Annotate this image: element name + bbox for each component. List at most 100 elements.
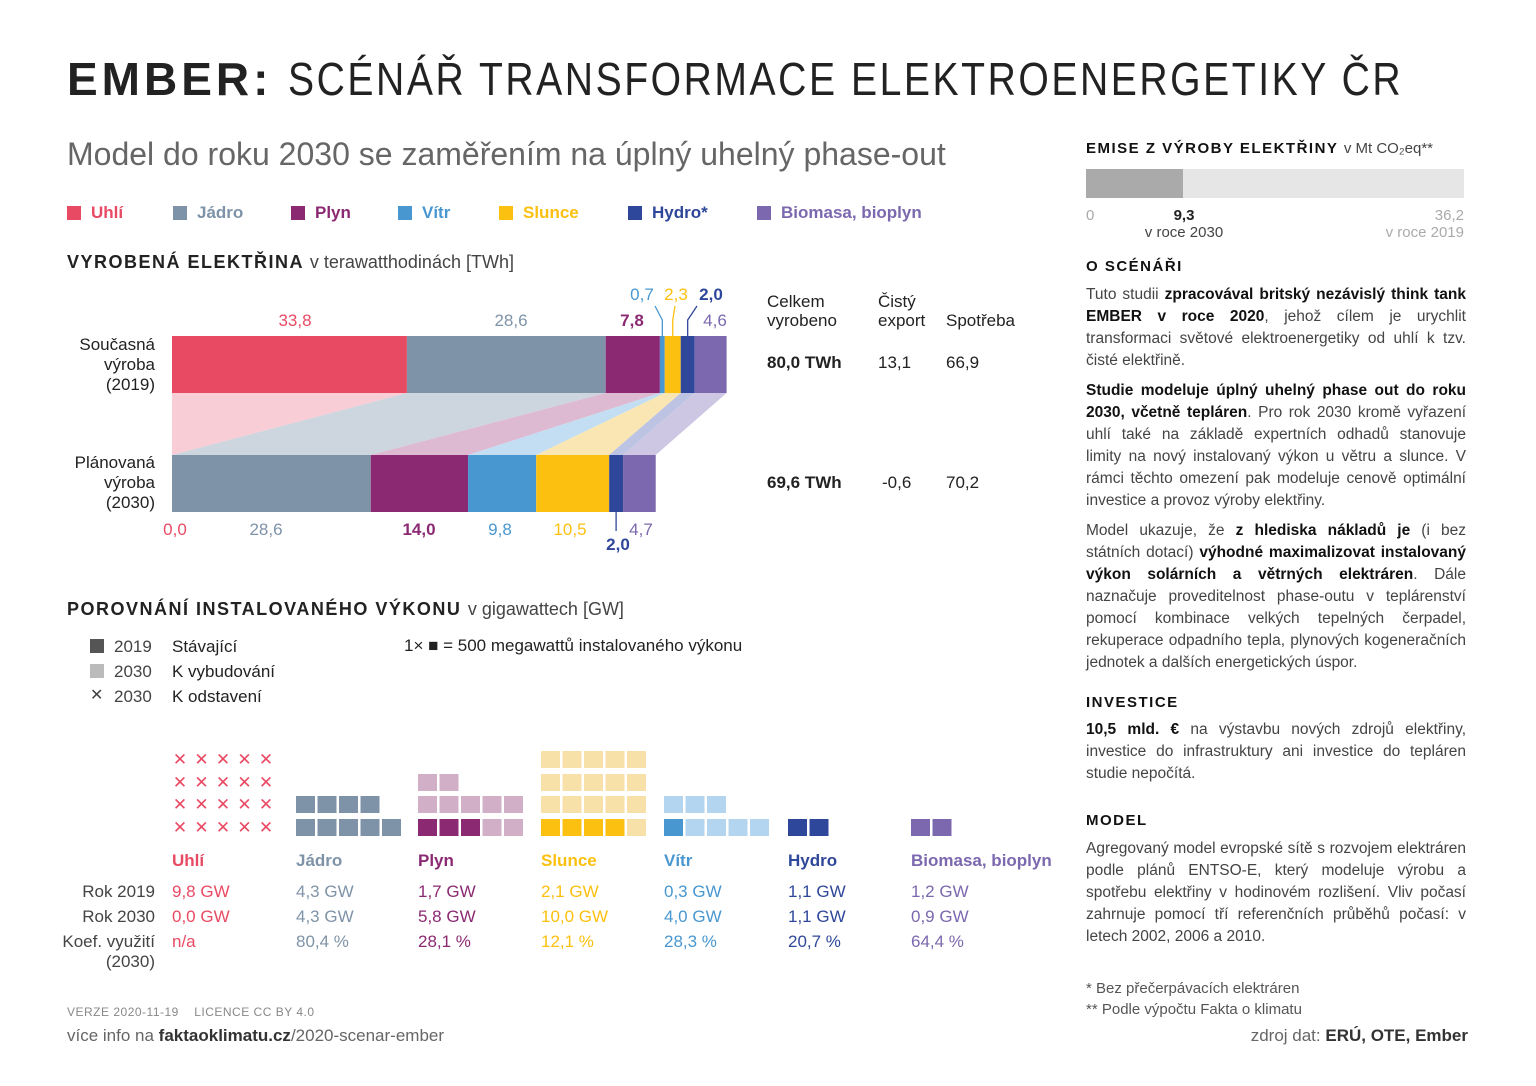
flow-band [172, 393, 606, 455]
bold-text: 10,5 mld. € [1086, 721, 1180, 738]
cross-icon: ✕ [173, 818, 187, 838]
legend-label: Plyn [315, 203, 351, 222]
cross-icon: ✕ [173, 750, 187, 770]
export-2030: -0,6 [882, 473, 912, 492]
unit-existing [339, 796, 358, 813]
bar-2030-label: 4,7 [629, 520, 653, 539]
investment-text: 10,5 mld. € na výstavbu nových zdrojů el… [1086, 719, 1466, 793]
text: na výstavbu nových zdrojů elektřiny, inv… [1086, 721, 1467, 782]
title-text: SCÉNÁŘ TRANSFORMACE ELEKTROENERGETIKY ČR [288, 53, 1404, 105]
emissions-heading: EMISE Z VÝROBY ELEKTŘINY v Mt CO₂eq** [1086, 140, 1433, 157]
bar-2019-label: 2,0 [699, 285, 723, 304]
unit-to-build [461, 796, 480, 813]
unit-existing [317, 796, 337, 813]
bar-2019-segment [694, 336, 727, 393]
source-factor: 12,1 % [541, 932, 594, 951]
cross-icon: ✕ [216, 773, 230, 793]
legend-mark-cross: ✕ [90, 687, 104, 704]
text: . Pro rok 2030 kromě vyřazení uhlí také … [1086, 404, 1466, 509]
unit-existing [809, 819, 829, 836]
bar-2030-segment [536, 455, 610, 512]
unit-to-build [439, 774, 459, 791]
bar-2019-label: 0,7 [630, 285, 654, 304]
row-label-2019: Současná výroba (2019) [79, 335, 155, 394]
row-label: Rok 2019 [82, 882, 155, 901]
source-factor: 28,1 % [418, 932, 471, 951]
source-factor: 28,3 % [664, 932, 717, 951]
unit-existing [339, 819, 358, 836]
cross-icon: ✕ [237, 795, 251, 815]
unit-to-build [482, 796, 502, 813]
source-y2030: 4,3 GW [296, 907, 354, 926]
capacity-waffle: ✕ ✕ ✕ ✕ ✕✕ ✕ ✕ ✕ ✕✕ ✕ ✕ ✕ ✕✕ ✕ ✕ ✕ ✕ [173, 750, 952, 838]
legend-label: Biomasa, bioplyn [781, 203, 922, 222]
version-info: VERZE 2020-11-19 LICENCE CC BY 4.0 [67, 1005, 315, 1019]
about-paragraph: Model ukazuje, že z hlediska nákladů je … [1086, 520, 1466, 674]
unit-to-build [685, 819, 705, 836]
legend-swatch [173, 206, 187, 220]
legend-label: Uhlí [91, 203, 124, 222]
bar-2019-label: 33,8 [278, 311, 311, 330]
unit-existing [439, 819, 459, 836]
col-export: Čistý export [878, 292, 926, 330]
flow-band [623, 393, 727, 455]
emissions-zero: 0 [1086, 207, 1095, 224]
emissions-bar-fill [1086, 169, 1184, 198]
flow-band [370, 393, 660, 455]
investment-heading: INVESTICE [1086, 694, 1179, 711]
unit-existing [541, 819, 560, 836]
source-name: Uhlí [172, 851, 205, 870]
footnote-2: ** Podle výpočtu Fakta o klimatu [1086, 1001, 1302, 1018]
consumption-2019: 66,9 [946, 353, 980, 372]
emissions-2019-label: v roce 2019 [1385, 224, 1464, 241]
about-paragraph: Studie modeluje úplný uhelný phase out d… [1086, 380, 1466, 512]
cross-icon: ✕ [259, 818, 273, 838]
legend-label: Hydro* [652, 203, 708, 222]
unit-existing [360, 796, 380, 813]
source-factor: 64,4 % [911, 932, 964, 951]
unit-to-build [605, 774, 625, 791]
legend-swatch [291, 206, 305, 220]
model-paragraph: Agregovaný model evropské sítě s rozvoje… [1086, 838, 1466, 948]
source-factor: 80,4 % [296, 932, 349, 951]
cross-icon: ✕ [259, 795, 273, 815]
emissions-heading-text: EMISE Z VÝROBY ELEKTŘINY [1086, 140, 1339, 157]
unit-existing [296, 796, 315, 813]
unit-to-build [685, 796, 705, 813]
unit-to-build [750, 819, 769, 836]
total-2030: 69,6 TWh [767, 473, 842, 492]
unit-to-build [541, 796, 560, 813]
unit-existing [296, 819, 315, 836]
col-total: Celkem vyrobeno [767, 292, 837, 330]
col-consumption: Spotřeba [946, 311, 1015, 330]
emissions-2030-value: 9,3 [1173, 207, 1195, 224]
unit-to-build [439, 796, 459, 813]
cross-icon: ✕ [259, 750, 273, 770]
source-y2030: 0,9 GW [911, 907, 969, 926]
row-label-2030: Plánovaná výroba (2030) [74, 453, 155, 512]
source-y2019: 0,3 GW [664, 882, 722, 901]
legend-year: 2030 [114, 662, 152, 681]
legend-label: K odstavení [172, 687, 262, 706]
source-y2030: 4,0 GW [664, 907, 722, 926]
unit-to-build [627, 819, 646, 836]
legend-label: K vybudování [172, 662, 276, 681]
bar-2019-segment [172, 336, 407, 393]
unit-to-build [541, 774, 560, 791]
row-label: Rok 2030 [82, 907, 155, 926]
unit-existing [932, 819, 952, 836]
model-heading: MODEL [1086, 812, 1148, 829]
bar-2030-label: 28,6 [249, 520, 282, 539]
row-label: Koef. využití (2030) [62, 932, 155, 971]
unit-to-build [728, 819, 748, 836]
unit-existing [605, 819, 625, 836]
capacity-unit: v gigawattech [GW] [467, 599, 624, 619]
unit-to-build [482, 819, 502, 836]
bar-2019-segment [605, 336, 660, 393]
unit-to-build [707, 819, 726, 836]
about-heading: O SCÉNÁŘI [1086, 258, 1183, 275]
more-info-link[interactable]: faktaoklimatu.cz [158, 1026, 291, 1045]
unit-to-build [541, 751, 560, 768]
cross-icon: ✕ [216, 795, 230, 815]
legend-year: 2019 [114, 637, 152, 656]
